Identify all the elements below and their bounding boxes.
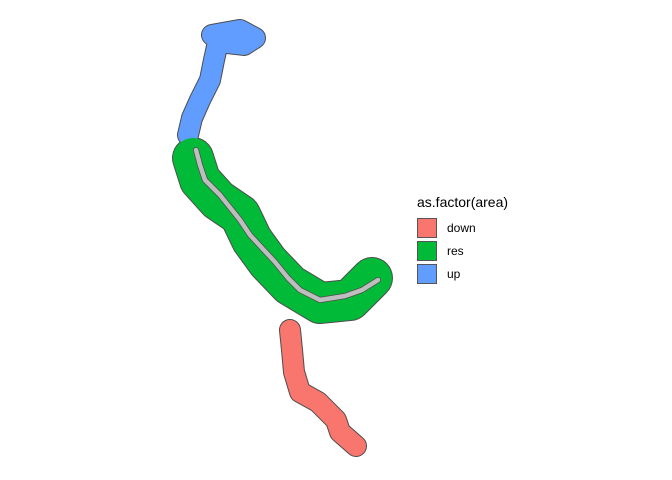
river (193, 147, 381, 303)
legend-key-res: res (417, 239, 508, 262)
legend-title: as.factor(area) (417, 194, 509, 210)
legend-label-down: down (447, 220, 476, 235)
area-down (280, 320, 366, 456)
legend-swatch-up (417, 263, 437, 284)
legend-key-up: up (417, 262, 508, 285)
legend-swatch-down (417, 217, 437, 238)
legend-label-up: up (447, 266, 461, 281)
legend-swatch-res (417, 240, 437, 261)
legend: as.factor(area) down res up (417, 194, 508, 285)
area-res (173, 138, 392, 323)
legend-key-down: down (417, 216, 508, 239)
area-up (178, 20, 265, 145)
legend-label-res: res (447, 243, 464, 258)
